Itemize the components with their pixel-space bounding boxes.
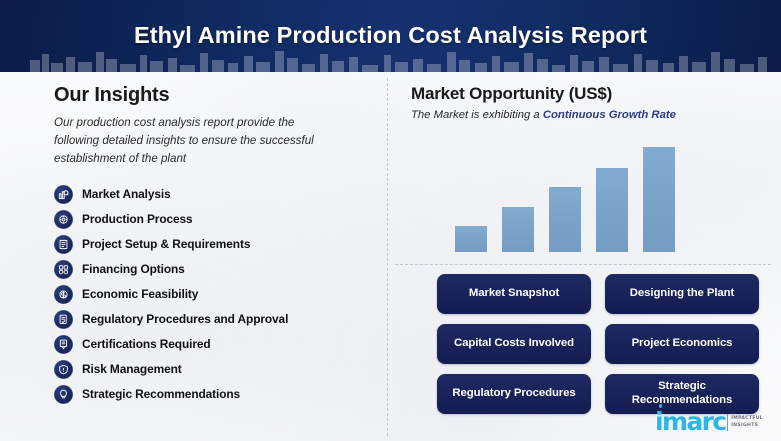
insight-item-project-setup[interactable]: Project Setup & Requirements: [54, 232, 384, 257]
insights-panel: Our Insights Our production cost analysi…: [54, 84, 384, 407]
logo-divider-bar: [726, 414, 729, 431]
logo-dot-icon: [658, 404, 663, 408]
card-strategic-recommendations[interactable]: Strategic Recommendations: [605, 374, 759, 414]
logo-tagline: IMPACTFUL INSIGHTS: [731, 416, 763, 430]
insight-item-label: Strategic Recommendations: [82, 387, 241, 402]
subtitle-accent: Continuous Growth Rate: [542, 109, 676, 121]
horizontal-divider: [395, 264, 771, 265]
topic-card-grid: Market Snapshot Designing the Plant Capi…: [437, 274, 759, 414]
insight-item-label: Regulatory Procedures and Approval: [82, 312, 289, 327]
insight-item-label: Economic Feasibility: [82, 287, 199, 302]
insight-item-market-analysis[interactable]: Market Analysis: [54, 182, 384, 207]
insight-item-label: Project Setup & Requirements: [82, 237, 251, 252]
market-opportunity-subtitle: The Market is exhibiting a Continuous Gr…: [411, 109, 771, 121]
insight-item-label: Production Process: [82, 212, 193, 227]
logo-wordmark: imarc: [654, 407, 727, 436]
market-opportunity-heading: Market Opportunity (US$): [411, 84, 613, 103]
logo-tagline-line2: INSIGHTS: [731, 423, 759, 429]
insights-list: Market Analysis Production Process: [54, 182, 384, 407]
insight-item-label: Certifications Required: [82, 337, 211, 352]
insight-item-regulatory-procedures[interactable]: Regulatory Procedures and Approval: [54, 307, 384, 332]
logo-tagline-line1: IMPACTFUL: [731, 416, 763, 422]
financing-options-icon: [54, 259, 73, 279]
chart-bar: [643, 147, 675, 252]
card-capital-costs-involved[interactable]: Capital Costs Involved: [437, 324, 591, 364]
chart-bar: [549, 187, 581, 252]
chart-bar: [455, 226, 487, 252]
insights-heading: Our Insights: [54, 84, 170, 106]
city-skyline-silhouette: [30, 51, 767, 72]
insight-item-label: Risk Management: [82, 362, 182, 377]
card-designing-the-plant[interactable]: Designing the Plant: [605, 274, 759, 314]
page-header: Ethyl Amine Production Cost Analysis Rep…: [0, 0, 781, 72]
market-growth-bar-chart: [455, 140, 675, 252]
insight-item-risk-management[interactable]: Risk Management: [54, 357, 384, 382]
chart-bar: [502, 207, 534, 252]
chart-bar: [596, 168, 628, 252]
production-process-icon: [54, 209, 73, 229]
vertical-divider: [387, 78, 388, 436]
subtitle-lead: The Market is exhibiting a: [411, 109, 543, 121]
card-market-snapshot[interactable]: Market Snapshot: [437, 274, 591, 314]
insight-item-label: Market Analysis: [82, 187, 171, 202]
insight-item-financing-options[interactable]: Financing Options: [54, 257, 384, 282]
insights-subtitle: Our production cost analysis report prov…: [54, 116, 314, 165]
project-setup-icon: [54, 234, 73, 254]
risk-management-icon: [54, 359, 73, 379]
insight-item-label: Financing Options: [82, 262, 185, 277]
economic-feasibility-icon: [54, 284, 73, 304]
insight-item-production-process[interactable]: Production Process: [54, 207, 384, 232]
regulatory-procedures-icon: [54, 309, 73, 329]
market-opportunity-panel: Market Opportunity (US$) The Market is e…: [411, 84, 771, 121]
imarc-logo: imarc IMPACTFUL INSIGHTS: [654, 404, 763, 436]
market-analysis-icon: [54, 184, 73, 204]
certifications-icon: [54, 334, 73, 354]
strategic-recommendations-icon: [54, 384, 73, 404]
card-regulatory-procedures[interactable]: Regulatory Procedures: [437, 374, 591, 414]
insight-item-strategic-recommendations[interactable]: Strategic Recommendations: [54, 382, 384, 407]
page-title: Ethyl Amine Production Cost Analysis Rep…: [133, 22, 648, 48]
insight-item-certifications-required[interactable]: Certifications Required: [54, 332, 384, 357]
card-project-economics[interactable]: Project Economics: [605, 324, 759, 364]
insight-item-economic-feasibility[interactable]: Economic Feasibility: [54, 282, 384, 307]
